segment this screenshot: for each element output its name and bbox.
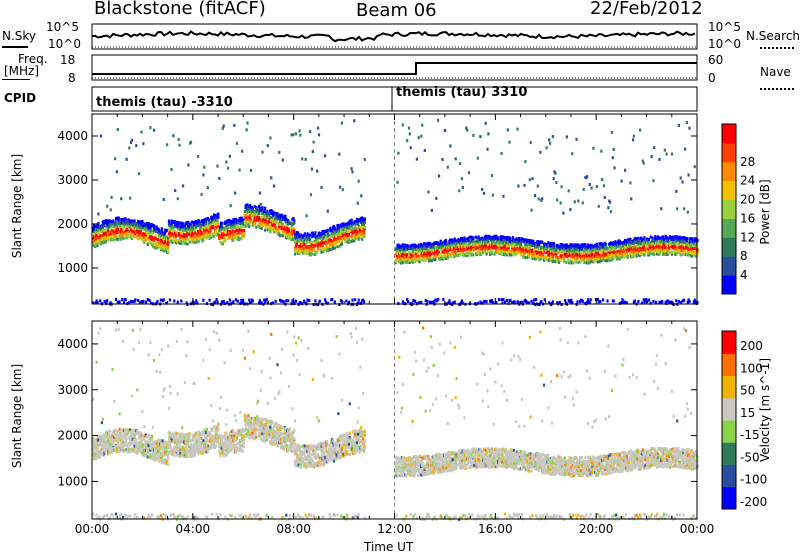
colorbar-tick-label: 200 (740, 339, 763, 353)
colorbar-tick-label: -50 (740, 450, 760, 464)
colorbar-tick-label: 28 (740, 155, 755, 169)
colorbar-swatch (722, 237, 736, 257)
station-title: Blackstone (fitACF) (94, 0, 266, 19)
y-tick-label: 4000 (57, 337, 88, 351)
x-tick-label: 04:00 (176, 522, 211, 536)
nsky-tick-bottom: 10^0 (48, 37, 81, 51)
x-tick-label: 00:00 (680, 522, 715, 536)
y-tick-label: 2000 (57, 429, 88, 443)
nsearch-tick-bottom: 10^0 (708, 37, 741, 51)
nave-tick-top: 60 (708, 53, 724, 67)
x-tick-label: 16:00 (478, 522, 513, 536)
cpid-label: CPID (4, 91, 37, 105)
colorbar-swatch (722, 397, 736, 421)
x-tick-label: 08:00 (276, 522, 311, 536)
colorbar-swatch (722, 331, 736, 354)
power-ylabel: Slant Range [km] (10, 153, 24, 259)
colorbar-tick-label: 12 (740, 230, 755, 244)
date-title: 22/Feb/2012 (590, 0, 703, 19)
freq-tick-bottom: 8 (68, 71, 76, 85)
cpid-entry-2: themis (tau) 3310 (396, 85, 527, 100)
colorbar-tick-label: 4 (740, 268, 748, 282)
colorbar-tick-label: -100 (740, 473, 767, 487)
colorbar-swatch (722, 442, 736, 465)
nsearch-label: N.Search (746, 29, 800, 43)
colorbar-swatch (722, 199, 736, 219)
colorbar-frame (721, 330, 737, 510)
nsearch-tick-top: 10^5 (708, 20, 741, 34)
colorbar-swatch (722, 464, 736, 488)
x-tick-label: 12:00 (377, 522, 412, 536)
colorbar-frame (721, 123, 737, 295)
colorbar-tick-label: 15 (740, 406, 755, 420)
velocity-scatter (92, 326, 699, 521)
nsky-panel-frame (91, 23, 698, 50)
colorbar-swatch (722, 142, 736, 163)
nsearch-legend-line (760, 47, 794, 49)
beam-title: Beam 06 (356, 0, 437, 21)
y-tick-label: 1000 (57, 474, 88, 488)
colorbar-swatch (722, 256, 736, 276)
colorbar-tick-label: -200 (740, 495, 767, 509)
freq-legend-line (2, 79, 30, 80)
x-axis-label: Time UT (364, 540, 414, 554)
nsky-tick-top: 10^5 (46, 20, 79, 34)
freq-panel-frame (91, 54, 698, 81)
x-tick-label: 20:00 (579, 522, 614, 536)
colorbar-tick-label: 50 (740, 384, 755, 398)
velocity-chart: 1000 2000 3000 4000 200 100 50 15 -15 -50 -100 -200… (57, 320, 767, 536)
nsky-series-line (91, 30, 696, 43)
status-panels: themis (tau) -3310 themis (tau) 3310 (91, 23, 698, 112)
colorbar-tick-label: 24 (740, 174, 755, 188)
freq-label: Freq. (18, 52, 48, 66)
colorbar-swatch (722, 420, 736, 443)
freq-series-line (92, 62, 697, 75)
nsky-legend-line (2, 46, 28, 48)
colorbar-tick-label: 16 (740, 211, 755, 225)
colorbar-swatch (722, 375, 736, 399)
power-chart: 1000 2000 3000 4000 4 8 12 16 20 24 28 (57, 113, 755, 307)
y-tick-label: 3000 (57, 383, 88, 397)
nave-legend-line (760, 88, 794, 90)
colorbar-swatch (722, 486, 736, 510)
freq-tick-top: 18 (60, 53, 76, 67)
colorbar-swatch (722, 353, 736, 376)
power-colorbar-label: Power [dB] (758, 179, 772, 245)
colorbar-swatch (722, 161, 736, 182)
y-tick-label: 1000 (57, 261, 88, 275)
freq-unit: [MHz] (4, 64, 40, 78)
colorbar-tick-label: 8 (740, 249, 748, 263)
y-tick-label: 3000 (57, 173, 88, 187)
colorbar-tick-label: -15 (740, 428, 760, 442)
x-tick-label: 00:00 (75, 522, 110, 536)
cpid-panel-frame (91, 86, 698, 112)
colorbar-swatch (722, 218, 736, 238)
velocity-ylabel: Slant Range [km] (10, 363, 24, 469)
nsky-label: N.Sky (2, 29, 37, 43)
colorbar-swatch (722, 124, 736, 144)
velocity-colorbar-label: Velocity [m s^-1] (758, 357, 772, 463)
colorbar-tick-label: 20 (740, 193, 755, 207)
power-scatter (92, 118, 699, 307)
y-tick-label: 4000 (57, 129, 88, 143)
nave-tick-bottom: 0 (708, 71, 716, 85)
colorbar-tick-label: 100 (740, 361, 763, 375)
nave-label: Nave (760, 65, 791, 79)
y-tick-label: 2000 (57, 217, 88, 231)
colorbar-swatch (722, 180, 736, 201)
cpid-entry-1: themis (tau) -3310 (96, 95, 233, 110)
colorbar-swatch (722, 275, 736, 295)
